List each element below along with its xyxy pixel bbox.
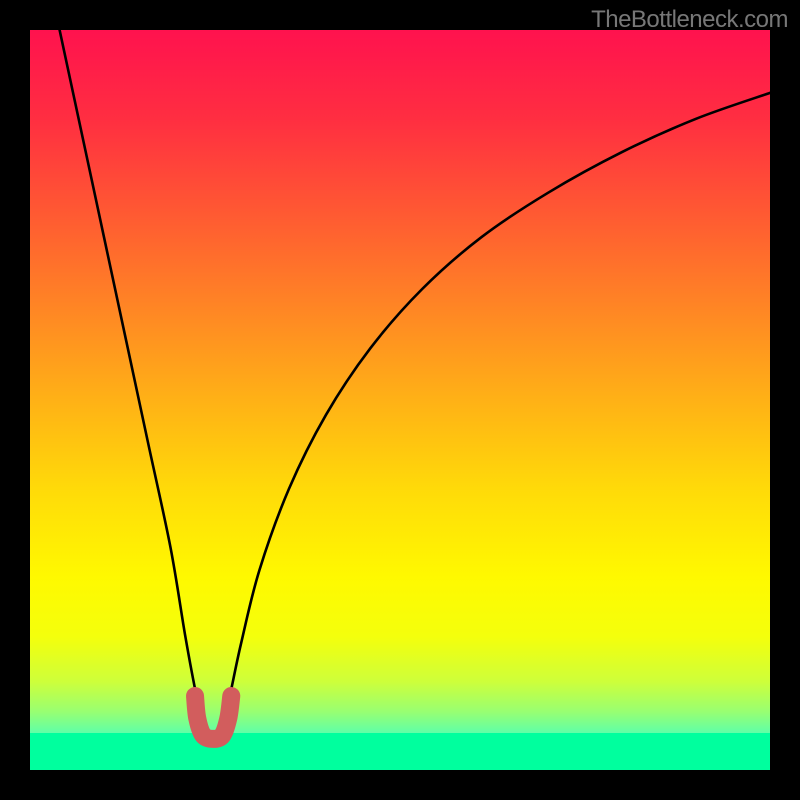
chart-container: TheBottleneck.com [0, 0, 800, 800]
bottleneck-chart [0, 0, 800, 800]
green-band [30, 733, 770, 770]
watermark-text: TheBottleneck.com [591, 6, 788, 34]
chart-background [30, 30, 770, 770]
